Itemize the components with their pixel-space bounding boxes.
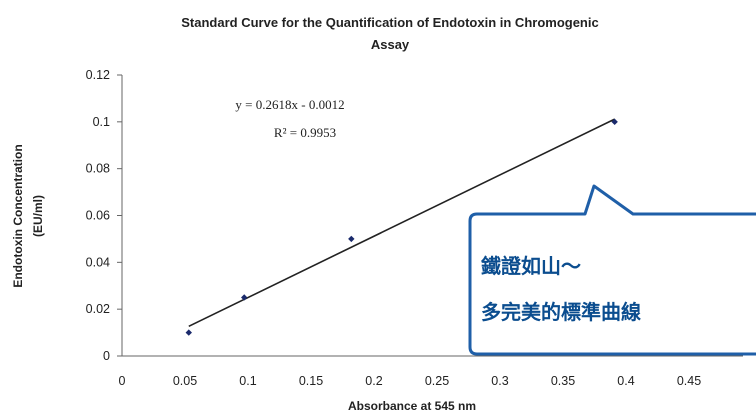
x-axis-ticks: 0 0.05 0.1 0.15 0.2 0.25 0.3 0.35 0.4 0.45 (119, 374, 702, 388)
callout-bubble-shape (468, 184, 756, 356)
y-tick-label: 0.06 (86, 209, 110, 223)
x-tick-label: 0.2 (365, 374, 382, 388)
y-tick-label: 0.02 (86, 302, 110, 316)
x-tick-label: 0.3 (491, 374, 508, 388)
y-axis-ticks: 0 0.02 0.04 0.06 0.08 0.1 0.12 (86, 68, 122, 363)
callout-line-2: 多完美的標準曲線 (481, 300, 641, 324)
x-tick-label: 0.4 (617, 374, 634, 388)
x-tick-label: 0.25 (425, 374, 449, 388)
chart-title-line-1: Standard Curve for the Quantification of… (181, 15, 598, 30)
r-squared-label: R² = 0.9953 (274, 125, 336, 140)
data-point (348, 235, 355, 243)
data-points (185, 118, 618, 336)
x-tick-label: 0.45 (677, 374, 701, 388)
data-point (241, 294, 248, 301)
trendline (188, 118, 616, 328)
x-tick-label: 0 (119, 374, 126, 388)
trendline-equation: y = 0.2618x - 0.0012 (235, 97, 344, 112)
y-axis-label: Endotoxin Concentration (EU/ml) (11, 144, 45, 287)
data-point (185, 329, 192, 336)
y-tick-label: 0 (103, 349, 110, 363)
chart-title-line-2: Assay (371, 37, 410, 52)
x-tick-label: 0.05 (173, 374, 197, 388)
callout-line-1: 鐵證如山～ (481, 254, 581, 278)
data-point (611, 118, 618, 126)
x-axis-label: Absorbance at 545 nm (348, 399, 476, 413)
x-tick-label: 0.1 (239, 374, 256, 388)
x-tick-label: 0.15 (299, 374, 323, 388)
y-axis-label-line-2: (EU/ml) (31, 195, 45, 237)
y-tick-label: 0.08 (86, 162, 110, 176)
x-tick-label: 0.35 (551, 374, 575, 388)
y-tick-label: 0.1 (93, 115, 110, 129)
y-tick-label: 0.04 (86, 255, 110, 269)
y-axis-label-line-1: Endotoxin Concentration (11, 144, 25, 287)
y-tick-label: 0.12 (86, 68, 110, 82)
callout-bubble: 鐵證如山～ 多完美的標準曲線 (468, 184, 756, 356)
